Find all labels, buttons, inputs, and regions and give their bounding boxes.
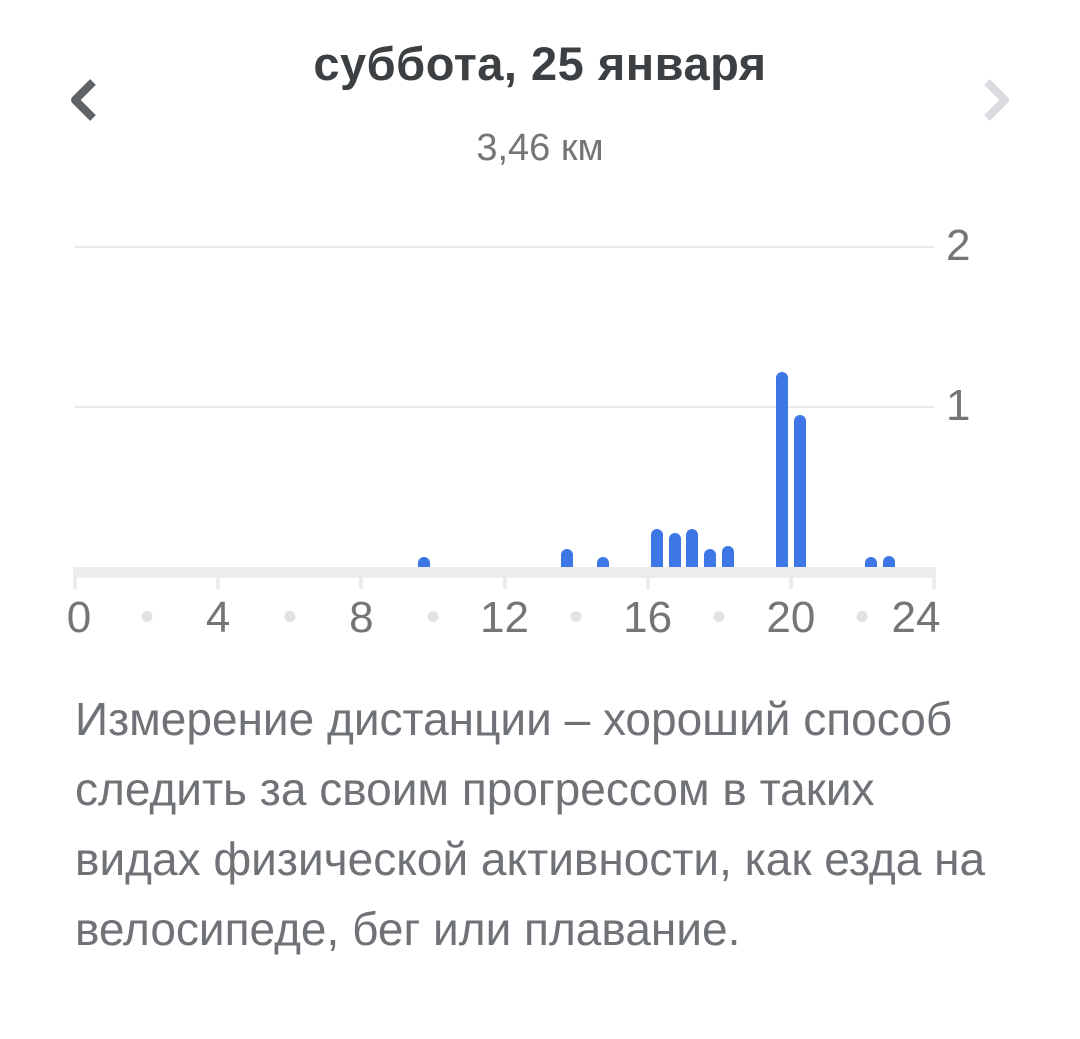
prev-day-button[interactable] — [55, 70, 115, 130]
x-axis-label: 20 — [766, 593, 816, 642]
distance-bar[interactable] — [686, 529, 699, 567]
distance-bar[interactable] — [417, 557, 430, 567]
x-axis-tick — [932, 567, 936, 589]
distance-bar[interactable] — [775, 372, 788, 567]
x-axis-tick — [73, 567, 77, 589]
distance-bar[interactable] — [561, 549, 574, 567]
x-axis-tick — [359, 567, 364, 589]
next-day-button[interactable] — [965, 70, 1025, 130]
gridline — [75, 246, 934, 248]
page-title: суббота, 25 января — [313, 37, 767, 90]
gridline — [75, 406, 934, 408]
distance-bar[interactable] — [883, 556, 896, 567]
x-axis-tick — [502, 567, 507, 589]
x-axis-minor-dot — [713, 611, 725, 622]
x-axis-minor-dot — [427, 611, 439, 622]
y-axis-label: 1 — [946, 381, 971, 430]
x-axis-label: 8 — [349, 593, 374, 642]
x-axis-tick — [788, 567, 793, 589]
distance-bar[interactable] — [793, 415, 806, 567]
distance-bar[interactable] — [668, 533, 681, 567]
distance-bar[interactable] — [865, 557, 878, 567]
description-text: Измерение дистанции – хороший способ сле… — [75, 693, 986, 955]
y-axis-label: 2 — [946, 221, 971, 270]
x-axis-minor-dot — [856, 611, 868, 622]
x-axis-minor-dot — [141, 611, 153, 622]
distance-bar[interactable] — [650, 529, 663, 567]
x-axis-label: 16 — [623, 593, 673, 642]
x-axis-tick — [216, 567, 221, 589]
x-axis-tick — [645, 567, 650, 589]
distance-bar[interactable] — [704, 549, 717, 567]
x-axis-minor-dot — [570, 611, 582, 622]
x-axis-label: 4 — [205, 593, 231, 642]
x-axis-label: 24 — [891, 593, 941, 642]
x-axis-minor-dot — [284, 611, 296, 622]
chevron-right-icon — [984, 79, 1009, 121]
distance-bar[interactable] — [596, 557, 609, 567]
distance-bar[interactable] — [722, 546, 735, 567]
x-axis-label: 0 — [66, 593, 92, 642]
x-axis-label: 12 — [480, 593, 529, 642]
chevron-left-icon — [71, 79, 96, 121]
total-distance: 3,46 км — [476, 127, 604, 169]
